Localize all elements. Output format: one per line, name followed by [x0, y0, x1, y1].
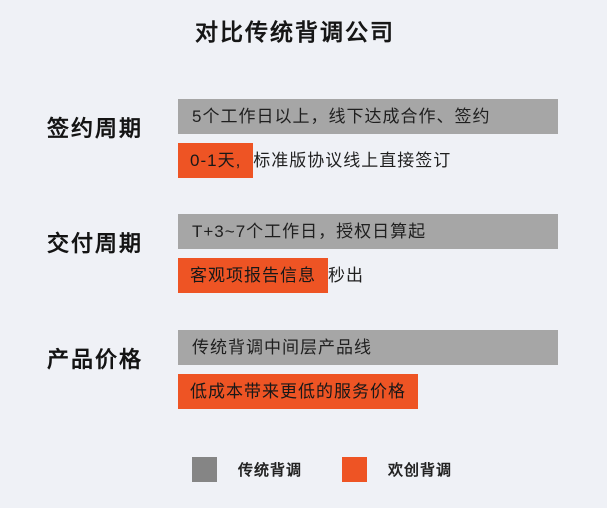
legend-item-ours: 欢创背调 [342, 457, 452, 482]
comparison-row-delivery-cycle: 交付周期 T+3~7个工作日，授权日算起 客观项报告信息 秒出 [0, 214, 607, 293]
ours-row: 低成本带来更低的服务价格 [178, 374, 418, 409]
traditional-bar: 传统背调中间层产品线 [178, 330, 558, 365]
ours-row: 客观项报告信息 秒出 [178, 258, 364, 293]
row-label: 交付周期 [47, 231, 144, 256]
legend: 传统背调 欢创背调 [192, 457, 452, 482]
ours-detail: 标准版协议线上直接签订 [253, 151, 452, 170]
ours-row: 0-1天, 标准版协议线上直接签订 [178, 143, 451, 178]
legend-label: 欢创背调 [388, 462, 453, 479]
ours-highlight: 客观项报告信息 [178, 258, 328, 293]
traditional-bar: T+3~7个工作日，授权日算起 [178, 214, 558, 249]
comparison-row-product-price: 产品价格 传统背调中间层产品线 低成本带来更低的服务价格 [0, 330, 607, 409]
page-title: 对比传统背调公司 [195, 19, 395, 45]
traditional-bar: 5个工作日以上，线下达成合作、签约 [178, 99, 558, 134]
ours-detail: 秒出 [328, 266, 364, 285]
row-label: 签约周期 [47, 116, 144, 141]
legend-swatch-orange [342, 457, 368, 482]
legend-item-traditional: 传统背调 [192, 457, 302, 482]
comparison-row-signing-cycle: 签约周期 5个工作日以上，线下达成合作、签约 0-1天, 标准版协议线上直接签订 [0, 99, 607, 178]
legend-label: 传统背调 [238, 462, 303, 479]
legend-swatch-gray [192, 457, 217, 482]
row-label: 产品价格 [47, 347, 144, 372]
ours-highlight: 0-1天, [178, 143, 254, 178]
ours-highlight: 低成本带来更低的服务价格 [178, 374, 418, 409]
